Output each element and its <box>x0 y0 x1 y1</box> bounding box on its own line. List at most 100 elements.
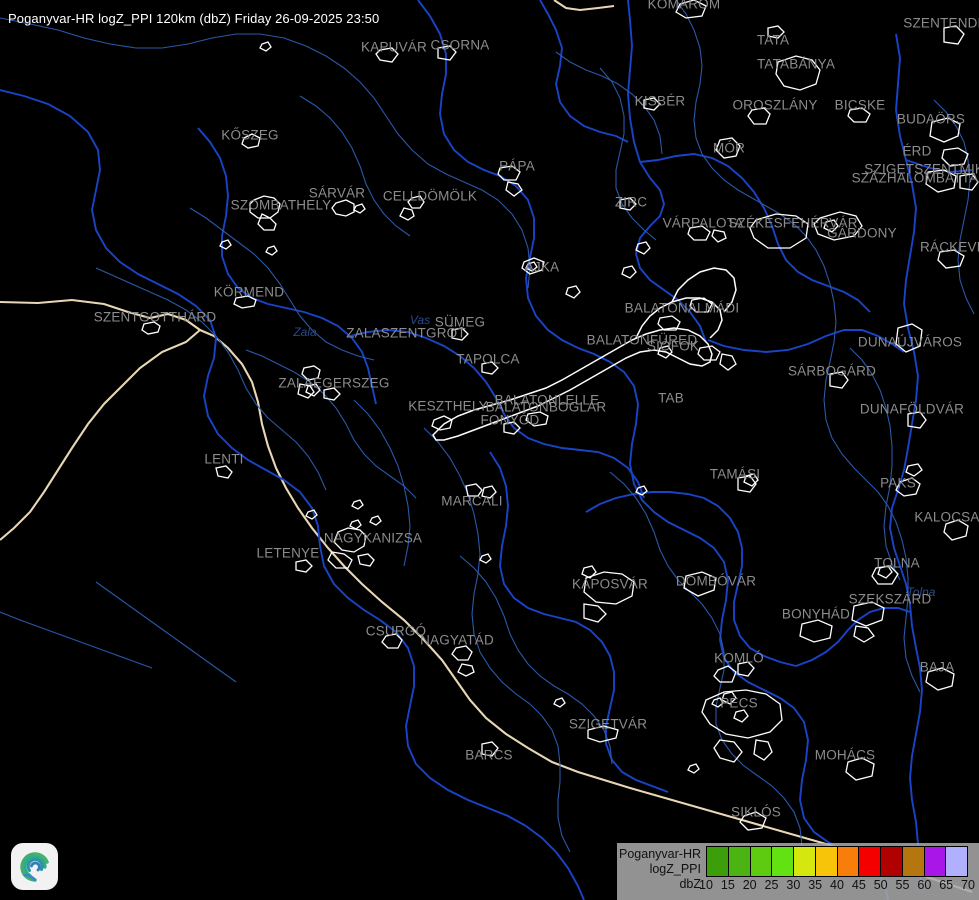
city-label-gardony: GÁRDONY <box>827 225 897 241</box>
color-band-10-15 <box>707 847 729 876</box>
color-band-30-35 <box>794 847 816 876</box>
city-label-balatonboglar: BALATONBOGLÁR <box>485 399 607 415</box>
city-label-nagyatad: NAGYATÁD <box>420 632 494 648</box>
lake-balaton <box>432 267 737 441</box>
city-label-lenti: LENTI <box>204 451 244 467</box>
city-label-kalocsa: KALOCSA <box>914 509 979 525</box>
colorbar-legend: Poganyvar-HR logZ_PPI dbZ 10 15 20 25 30 35 40… <box>617 843 979 900</box>
city-label-kisber: KISBÉR <box>634 93 686 109</box>
city-label-barcs: BARCS <box>465 747 513 763</box>
city-label-szentendre: SZENTENDRE <box>903 15 979 31</box>
city-label-tamasi: TAMÁSI <box>709 466 761 482</box>
city-label-sarvar: SÁRVÁR <box>308 185 366 201</box>
color-band-45-50 <box>859 847 881 876</box>
city-label-szekszard: SZEKSZÁRD <box>848 591 932 607</box>
color-band-55-60 <box>902 847 925 876</box>
city-label-pecs: PÉCS <box>720 695 758 711</box>
city-label-baja: BAJA <box>919 659 955 675</box>
city-label-mor: MÓR <box>712 140 746 156</box>
color-band-35-40 <box>815 847 838 876</box>
colorbar-tick-60: 60 <box>917 878 932 892</box>
city-label-csurgo: CSURGÓ <box>365 623 427 639</box>
city-label-szazhalombatta: SZÁZHALOMBATTA <box>851 170 979 186</box>
city-label-bicske: BICSKE <box>834 97 886 113</box>
city-label-kormend: KÖRMEND <box>213 284 285 300</box>
legend-caption: Poganyvar-HR logZ_PPI dbZ <box>617 843 706 892</box>
city-label-tatabanya: TATABÁNYA <box>756 56 836 72</box>
city-label-oroszlany: OROSZLÁNY <box>732 97 818 113</box>
colorbar-tick-25: 25 <box>764 878 779 892</box>
city-label-szentgotthard: SZENTGOTTHÁRD <box>93 309 217 325</box>
colorbar-tick-40: 40 <box>830 878 844 892</box>
county-label-tolna: Tolna <box>906 585 936 599</box>
color-band-25-30 <box>772 847 794 876</box>
city-label-letenye: LETENYE <box>256 545 320 561</box>
color-band-65-70 <box>946 847 967 876</box>
hungaromet-spiral-logo[interactable] <box>11 843 58 890</box>
legend-line-unit: dbZ <box>679 877 701 891</box>
city-label-papa: PÁPA <box>499 158 535 174</box>
city-label-zalaegerszeg: ZALAEGERSZEG <box>278 375 390 391</box>
city-label-szigetvar: SZIGETVÁR <box>568 716 648 732</box>
city-label-balatonalmadi: BALATONALMÁDI <box>624 300 740 316</box>
colorbar-tick-30: 30 <box>786 878 801 892</box>
colorbar-tick-65: 65 <box>939 878 954 892</box>
city-label-zirc: ZIRC <box>614 194 648 210</box>
city-label-erd: ÉRD <box>902 143 932 159</box>
city-label-siklos: SIKLÓS <box>731 804 781 820</box>
page-title: Poganyvar-HR logZ_PPI 120km (dbZ) Friday… <box>8 11 380 26</box>
city-label-sumeg: SÜMEG <box>434 314 486 330</box>
city-label-kaposvar: KAPOSVÁR <box>572 576 648 592</box>
city-label-tata: TATA <box>756 32 790 48</box>
colorbar-tick-10: 10 <box>699 878 713 892</box>
city-label-balatonlelle: BALATONLELLE <box>494 392 600 408</box>
city-label-csorna: CSORNA <box>430 37 490 53</box>
county-label-zala: Zala <box>293 325 317 339</box>
color-band-40-45 <box>837 847 860 876</box>
colorbar-tick-20: 20 <box>742 878 757 892</box>
city-label-szigetszentmiklos: SZIGETSZENTMIKLÓS <box>864 161 979 177</box>
city-label-komarom: KOMÁROM <box>647 0 721 12</box>
color-band-15-20 <box>728 847 751 876</box>
city-label-budaors: BUDAÖRS <box>896 111 966 127</box>
city-label-dunaujvaros: DUNAÚJVÁROS <box>857 334 963 350</box>
city-label-nagykanizsa: NAGYKANIZSA <box>323 530 423 546</box>
city-label-kapuvar: KAPUVÁR <box>361 39 427 55</box>
city-label-zalaszentgrot: ZALASZENTGRÓT <box>346 325 466 341</box>
color-band-20-25 <box>750 847 773 876</box>
urban-areas <box>141 0 979 831</box>
city-label-siofok: SIÓFOK <box>646 338 700 354</box>
city-label-rackeve: RÁCKEVE <box>920 239 979 255</box>
colorbar-tick-70: 70 <box>961 878 975 892</box>
city-label-mohacs: MOHÁCS <box>814 747 876 763</box>
city-label-sarbogard: SÁRBOGÁRD <box>787 363 877 379</box>
color-bar <box>706 846 968 877</box>
city-label-balatonfured: BALATONFÜRED <box>586 332 698 348</box>
legend-line-product: logZ_PPI <box>649 862 701 876</box>
city-label-paks: PAKS <box>880 475 916 491</box>
city-label-tapolca: TAPOLCA <box>456 351 520 367</box>
city-label-keszthely: KESZTHELY <box>408 398 488 414</box>
legend-line-site: Poganyvar-HR <box>619 847 701 861</box>
city-label-marcali: MARCALI <box>441 493 503 509</box>
color-band-50-55 <box>881 847 903 876</box>
city-label-szekesfehervar: SZÉKESFEHÉRVÁR <box>728 215 858 231</box>
colorbar-tick-35: 35 <box>808 878 823 892</box>
city-label-ajka: AJKA <box>524 259 560 275</box>
city-label-varpalota: VÁRPALOTA <box>662 215 744 231</box>
tributary-streams <box>0 0 975 883</box>
colorbar-tick-55: 55 <box>895 878 910 892</box>
city-label-szombathely: SZOMBATHELY <box>230 197 332 213</box>
colorbar-tick-45: 45 <box>851 878 866 892</box>
legend-scale: 10 15 20 25 30 35 40 45 50 55 60 65 70 <box>699 843 979 897</box>
city-label-dunafoldvar: DUNAFÖLDVÁR <box>859 401 965 417</box>
city-label-komlo: KOMLÓ <box>714 650 764 666</box>
city-label-koszeg: KŐSZEG <box>221 127 279 143</box>
city-label-tab: TAB <box>658 390 684 406</box>
city-label-celldomolk: CELLDÖMÖLK <box>382 188 478 204</box>
county-label-vas: Vas <box>409 313 431 327</box>
city-label-dombovar: DOMBÓVÁR <box>675 573 757 589</box>
